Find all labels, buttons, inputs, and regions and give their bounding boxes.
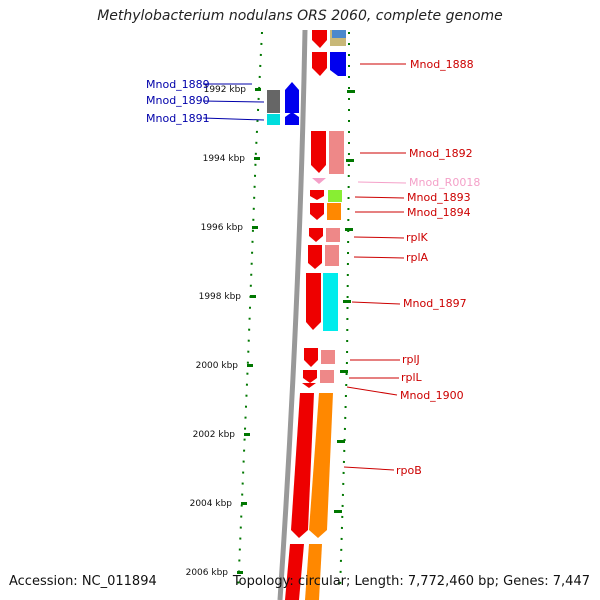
gene-label-mnod-r0018[interactable]: Mnod_R0018: [409, 176, 480, 189]
gene-label-mnod-1892[interactable]: Mnod_1892: [409, 147, 473, 160]
map-title: Methylobacterium nodulans ORS 2060, comp…: [97, 8, 503, 24]
gene-label-rplj[interactable]: rplJ: [402, 353, 420, 366]
topology-text: Topology: circular; Length: 7,772,460 bp…: [232, 574, 590, 589]
left-dotted-track: [237, 31, 263, 593]
kbp-label: 1996 kbp: [201, 223, 244, 233]
reverse-strand-genes: [267, 82, 299, 125]
right-leader-lines: [343, 63, 407, 471]
kbp-label: 1998 kbp: [199, 292, 242, 302]
right-dotted-track: [334, 32, 355, 593]
gene-label-mnod-1897[interactable]: Mnod_1897: [403, 297, 467, 310]
kbp-tick-labels: 1992 kbp 1994 kbp 1996 kbp 1998 kbp 2000…: [186, 85, 247, 578]
kbp-label: 2000 kbp: [196, 361, 239, 371]
genome-backbone: [277, 29, 308, 600]
gene-label-rpla[interactable]: rplA: [406, 251, 429, 264]
gene-label-mnod-1888[interactable]: Mnod_1888: [410, 58, 474, 71]
kbp-label: 2002 kbp: [193, 430, 236, 440]
kbp-label: 2006 kbp: [186, 568, 229, 578]
gene-label-rpll[interactable]: rplL: [401, 371, 423, 384]
kbp-label: 1992 kbp: [204, 85, 247, 95]
gene-label-mnod-1894[interactable]: Mnod_1894: [407, 206, 471, 219]
accession-text: Accession: NC_011894: [9, 574, 157, 589]
gene-product-boxes: [305, 30, 346, 600]
forward-strand-genes: [285, 30, 327, 600]
gene-label-mnod-1890[interactable]: Mnod_1890: [146, 94, 210, 107]
gene-label-rpob[interactable]: rpoB: [396, 464, 422, 477]
kbp-label: 2004 kbp: [190, 499, 233, 509]
gene-label-mnod-1893[interactable]: Mnod_1893: [407, 191, 471, 204]
kbp-label: 1994 kbp: [203, 154, 246, 164]
gene-label-rplk[interactable]: rplK: [406, 231, 429, 244]
gene-label-mnod-1891[interactable]: Mnod_1891: [146, 112, 210, 125]
left-leader-lines: [202, 83, 265, 121]
gene-label-mnod-1889[interactable]: Mnod_1889: [146, 78, 210, 91]
gene-label-mnod-1900[interactable]: Mnod_1900: [400, 389, 464, 402]
